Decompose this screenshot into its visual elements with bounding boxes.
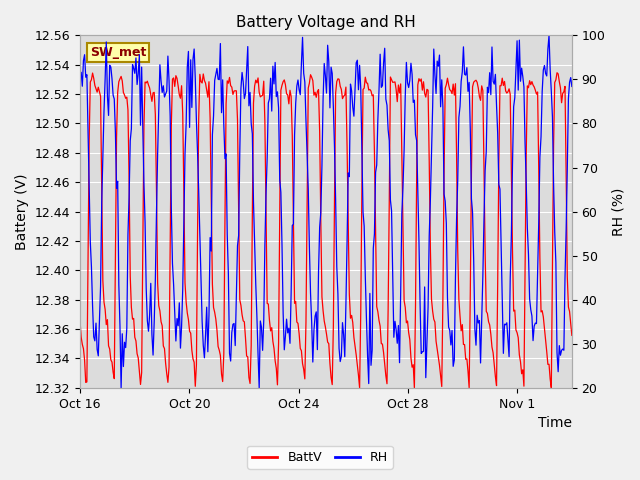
- Text: Time: Time: [538, 416, 572, 430]
- Y-axis label: RH (%): RH (%): [611, 187, 625, 236]
- Title: Battery Voltage and RH: Battery Voltage and RH: [236, 15, 416, 30]
- Text: SW_met: SW_met: [90, 46, 146, 59]
- Y-axis label: Battery (V): Battery (V): [15, 173, 29, 250]
- Legend: BattV, RH: BattV, RH: [248, 446, 392, 469]
